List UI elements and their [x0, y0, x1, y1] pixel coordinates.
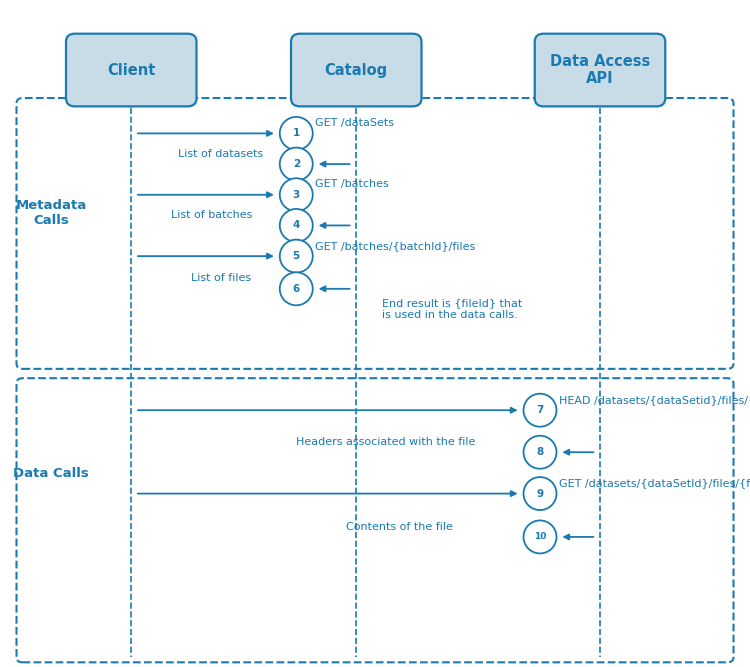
Text: 2: 2 — [292, 159, 300, 169]
Text: End result is {fileId} that
is used in the data calls.: End result is {fileId} that is used in t… — [382, 298, 523, 319]
Text: Metadata
Calls: Metadata Calls — [16, 199, 86, 227]
Text: List of batches: List of batches — [171, 210, 252, 220]
Ellipse shape — [524, 394, 556, 427]
Text: 10: 10 — [534, 532, 546, 542]
FancyBboxPatch shape — [535, 33, 665, 106]
Text: GET /dataSets: GET /dataSets — [315, 118, 394, 128]
Text: Client: Client — [107, 63, 155, 77]
Text: Contents of the file: Contents of the file — [346, 522, 453, 532]
Text: 8: 8 — [536, 448, 544, 457]
Text: 7: 7 — [536, 406, 544, 415]
Ellipse shape — [280, 209, 313, 242]
Text: 3: 3 — [292, 190, 300, 199]
Text: List of datasets: List of datasets — [178, 149, 264, 159]
Ellipse shape — [280, 117, 313, 150]
Text: GET /batches/{batchId}/files: GET /batches/{batchId}/files — [315, 241, 476, 251]
Text: 1: 1 — [292, 129, 300, 138]
FancyBboxPatch shape — [291, 33, 422, 106]
Text: 6: 6 — [292, 284, 300, 293]
FancyBboxPatch shape — [66, 33, 196, 106]
Text: GET /batches: GET /batches — [315, 179, 388, 189]
Ellipse shape — [280, 147, 313, 181]
Text: Headers associated with the file: Headers associated with the file — [296, 437, 476, 447]
Ellipse shape — [524, 436, 556, 469]
Ellipse shape — [280, 239, 313, 273]
Ellipse shape — [280, 178, 313, 211]
Ellipse shape — [524, 477, 556, 510]
Text: 9: 9 — [536, 489, 544, 498]
Ellipse shape — [524, 520, 556, 554]
Text: List of files: List of files — [191, 273, 251, 283]
Text: Data Access
API: Data Access API — [550, 54, 650, 86]
Ellipse shape — [280, 272, 313, 305]
Text: Data Calls: Data Calls — [13, 467, 88, 480]
Text: HEAD /datasets/{dataSetid}/files/{fileId}: HEAD /datasets/{dataSetid}/files/{fileId… — [559, 395, 750, 405]
Text: Catalog: Catalog — [325, 63, 388, 77]
Text: GET /datasets/{dataSetId}/files/{fileId}: GET /datasets/{dataSetId}/files/{fileId} — [559, 478, 750, 488]
Text: 5: 5 — [292, 251, 300, 261]
Text: 4: 4 — [292, 221, 300, 230]
